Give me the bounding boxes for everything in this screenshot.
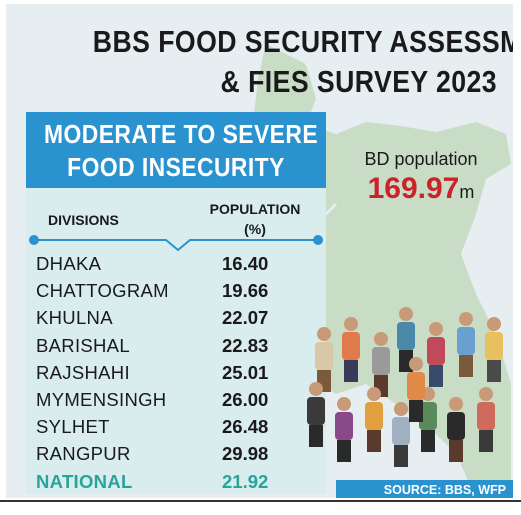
national-value: 21.92 — [222, 470, 269, 492]
panel-heading-line-1: MODERATE TO SEVERE — [44, 119, 319, 149]
division-name: CHATTOGRAM — [36, 280, 169, 302]
division-name: MYMENSINGH — [36, 388, 167, 410]
person-figure — [335, 397, 353, 462]
table-row: MYMENSINGH 26.00 — [26, 386, 326, 413]
divisions-table: DHAKA 16.40 CHATTOGRAM 19.66 KHULNA 22.0… — [26, 250, 326, 495]
divisions-column-header: DIVISIONS — [48, 212, 119, 228]
panel-heading: MODERATE TO SEVERE FOOD INSECURITY — [26, 112, 326, 188]
person-figure — [477, 387, 495, 452]
division-value: 22.07 — [222, 307, 269, 329]
division-name: KHULNA — [36, 307, 113, 329]
header-divider-line — [29, 235, 323, 252]
table-row: BARISHAL 22.83 — [26, 332, 326, 359]
bd-population-unit: m — [459, 182, 475, 202]
population-column-header: POPULATION (%) — [200, 199, 310, 239]
division-name: RAJSHAHI — [36, 361, 130, 383]
source-credit: SOURCE: BBS, WFP — [336, 480, 513, 498]
division-value: 19.66 — [222, 280, 269, 302]
division-name: BARISHAL — [36, 334, 130, 356]
title-line-1: BBS FOOD SECURITY ASSESSMENT — [92, 24, 513, 59]
table-row: DHAKA 16.40 — [26, 250, 326, 277]
table-row: CHATTOGRAM 19.66 — [26, 277, 326, 304]
population-header-line-1: POPULATION — [209, 201, 301, 217]
division-value: 22.83 — [222, 334, 269, 356]
bd-population-figure: 169.97m — [351, 172, 491, 206]
person-figure — [447, 397, 465, 462]
bd-population-label: BD population — [364, 149, 478, 169]
division-name: SYLHET — [36, 416, 110, 438]
division-name: DHAKA — [36, 253, 102, 274]
person-figure — [342, 317, 360, 382]
table-row: RANGPUR 29.98 — [26, 440, 326, 467]
national-label: NATIONAL — [36, 470, 133, 492]
person-figure — [307, 382, 325, 447]
infographic-title: BBS FOOD SECURITY ASSESSMENT & FIES SURV… — [92, 22, 513, 102]
bottom-rule — [0, 500, 521, 502]
bd-population-value: 169.97 — [367, 172, 460, 205]
person-figure — [315, 327, 333, 392]
person-figure — [365, 387, 383, 452]
infographic: BBS FOOD SECURITY ASSESSMENT & FIES SURV… — [6, 4, 513, 498]
table-row: SYLHET 26.48 — [26, 413, 326, 440]
person-figure — [407, 357, 425, 422]
panel-heading-line-2: FOOD INSECURITY — [67, 152, 285, 182]
person-figure — [392, 402, 410, 467]
division-value: 29.98 — [222, 443, 269, 465]
national-row: NATIONAL 21.92 — [26, 468, 326, 495]
person-figure — [485, 317, 503, 382]
division-value: 16.40 — [222, 253, 269, 274]
crowd-illustration — [307, 307, 503, 467]
division-value: 26.48 — [222, 416, 269, 438]
division-name: RANGPUR — [36, 443, 131, 465]
table-row: RAJSHAHI 25.01 — [26, 359, 326, 386]
title-line-2: & FIES SURVEY 2023 — [220, 64, 497, 99]
food-insecurity-panel: MODERATE TO SEVERE FOOD INSECURITY DIVIS… — [26, 112, 326, 494]
person-figure — [427, 322, 445, 387]
division-value: 26.00 — [222, 388, 269, 410]
population-header-line-2: (%) — [244, 221, 266, 237]
bd-population-callout: BD population 169.97m — [351, 149, 491, 206]
person-figure — [419, 387, 437, 452]
person-figure — [397, 307, 415, 372]
person-figure — [457, 312, 475, 377]
division-value: 25.01 — [222, 361, 269, 383]
table-row: KHULNA 22.07 — [26, 304, 326, 331]
